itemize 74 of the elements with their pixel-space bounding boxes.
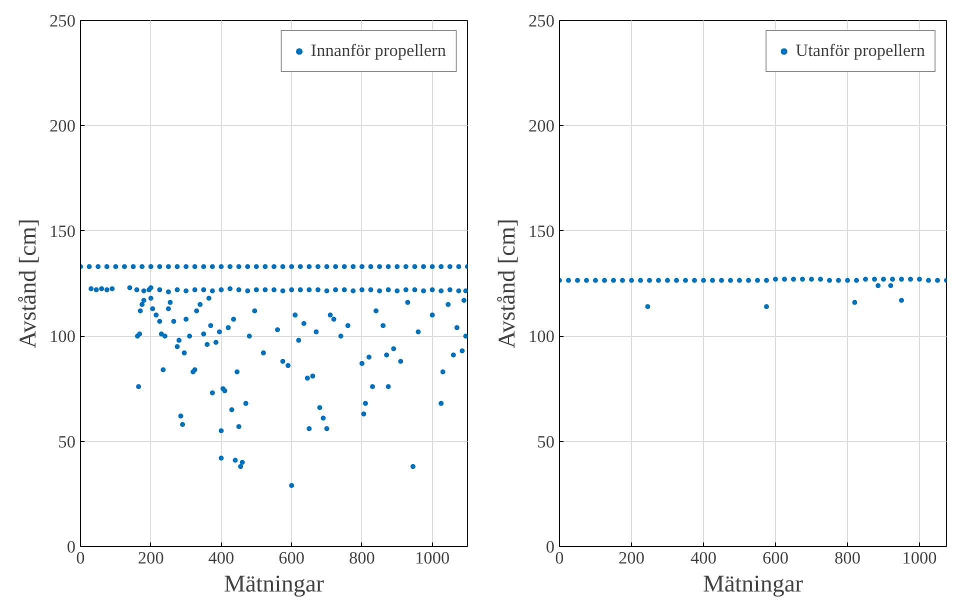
y-axis-title: Avstånd [cm]	[494, 218, 521, 348]
point	[845, 278, 850, 283]
point	[791, 276, 796, 282]
point	[746, 278, 751, 283]
x-axis-title: Mätningar	[703, 572, 803, 598]
y-tick-label: 200	[528, 116, 555, 136]
point	[638, 278, 643, 283]
point	[737, 278, 742, 283]
y-tick-label: 100	[528, 327, 555, 346]
y-tick-label: 200	[50, 116, 76, 136]
y-tick-label: 250	[50, 12, 76, 30]
point	[890, 276, 895, 282]
point	[656, 278, 661, 283]
point	[917, 276, 922, 282]
x-tick-label: 1000	[414, 548, 450, 568]
point	[674, 278, 679, 283]
point	[773, 276, 778, 282]
point	[710, 278, 715, 283]
point	[899, 298, 904, 303]
y-tick-label: 50	[58, 432, 76, 452]
point	[593, 278, 598, 283]
point	[863, 276, 868, 282]
y-tick-label: 50	[537, 432, 554, 452]
point	[876, 283, 881, 288]
point	[566, 278, 571, 283]
x-tick-label: 1000	[902, 548, 937, 568]
point	[683, 278, 688, 283]
point	[872, 276, 877, 282]
legend-label: Innanför propellern	[310, 41, 446, 61]
point	[602, 278, 607, 283]
point	[647, 278, 652, 283]
point	[854, 278, 859, 283]
x-tick-label: 800	[348, 548, 375, 568]
y-axis-title: Avstånd [cm]	[16, 218, 42, 348]
point	[719, 278, 724, 283]
point	[809, 276, 814, 282]
point	[782, 276, 787, 282]
y-tick-label: 150	[50, 222, 76, 241]
point	[818, 276, 823, 282]
legend-label: Utanför propellern	[796, 41, 925, 61]
point	[755, 278, 760, 283]
point	[764, 278, 769, 283]
point	[665, 278, 670, 283]
x-tick-label: 200	[138, 548, 164, 568]
y-tick-label: 100	[50, 327, 76, 346]
point	[800, 276, 805, 282]
point	[827, 278, 832, 283]
point	[908, 276, 913, 282]
point	[935, 278, 940, 283]
y-tick-label: 250	[528, 12, 555, 30]
point	[620, 278, 625, 283]
point	[888, 283, 894, 288]
y-tick-label: 150	[528, 222, 555, 241]
point	[701, 278, 706, 283]
point	[881, 276, 886, 282]
x-tick-label: 600	[278, 548, 305, 568]
x-tick-label: 400	[208, 548, 234, 568]
point	[852, 300, 858, 305]
x-axis-title: Mätningar	[224, 572, 324, 598]
point	[764, 304, 769, 310]
x-tick-label: 400	[690, 548, 717, 568]
point	[575, 278, 580, 283]
point	[926, 278, 931, 283]
point	[728, 278, 733, 283]
x-tick-label: 200	[618, 548, 645, 568]
point	[629, 278, 634, 283]
point	[584, 278, 589, 283]
point	[836, 278, 841, 283]
point	[645, 304, 650, 310]
x-tick-label: 600	[762, 548, 789, 568]
point	[611, 278, 616, 283]
x-tick-label: 800	[834, 548, 861, 568]
point	[899, 276, 904, 282]
point	[692, 278, 697, 283]
